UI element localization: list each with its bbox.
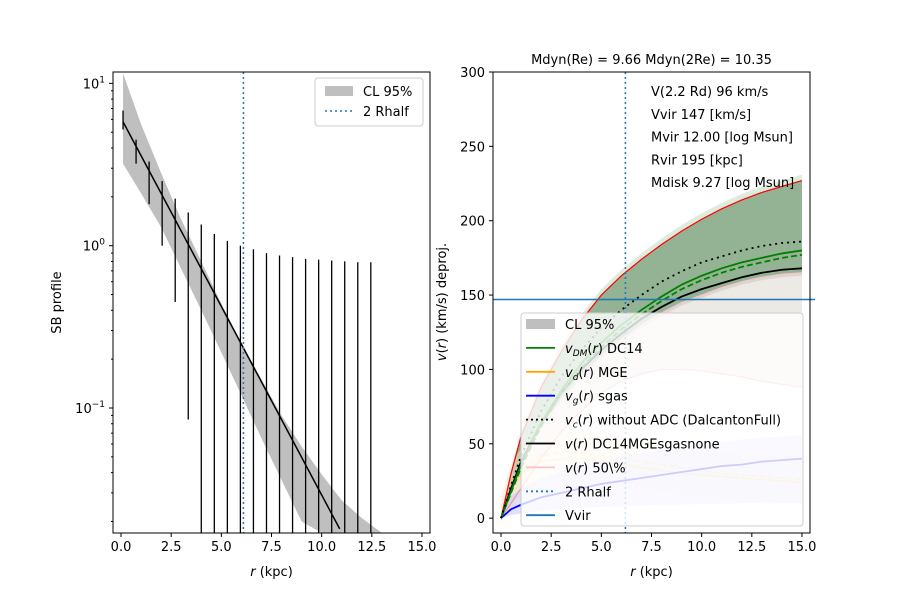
x-tick-label: 15.0 (407, 540, 436, 555)
legend-label: vc(r) without ADC (DalcantonFull) (565, 414, 781, 431)
y-tick-label: 100 (460, 363, 485, 378)
right-panel: 0.0 2.5 5.0 7.5 10.0 12.5 15.0 0 50 100 150 200 250 3… (435, 53, 816, 580)
x-tick-label: 2.5 (541, 540, 562, 555)
y-axis-label: SB profile (50, 271, 65, 333)
x-tick-label: 10.0 (687, 540, 716, 555)
legend-swatch-cl95 (325, 86, 353, 96)
legend-label: v(r) 50\% (565, 461, 626, 476)
x-tick-label: 7.5 (261, 540, 282, 555)
x-tick-label: 12.5 (737, 540, 766, 555)
annotation-text: Mvir 12.00 [log Msun] (651, 131, 793, 146)
y-tick-label: 150 (460, 289, 485, 304)
legend-label: v(r) DC14MGEsgasnone (565, 438, 720, 453)
x-tick-label: 5.0 (211, 540, 232, 555)
annotation-text: Mdisk 9.27 [log Msun] (651, 176, 794, 191)
y-tick-label: 10−1 (75, 400, 105, 417)
x-axis-label: r (kpc) (250, 565, 293, 580)
x-tick-label: 15.0 (787, 540, 816, 555)
legend-label: vd(r) MGE (565, 366, 628, 383)
x-tick-label: 2.5 (161, 540, 182, 555)
legend-frame (520, 312, 804, 527)
legend-label-cl95: CL 95% (363, 85, 412, 100)
x-tick-label: 0.0 (491, 540, 512, 555)
legend-label-rhalf: 2 Rhalf (363, 105, 409, 120)
right-title: Mdyn(Re) = 9.66 Mdyn(2Re) = 10.35 (531, 53, 772, 68)
y-tick-label: 100 (83, 238, 106, 255)
legend-label: 2 Rhalf (565, 485, 611, 500)
y-tick-label: 101 (83, 75, 105, 92)
right-legend: CL 95% vDM(r) DC14 vd(r) MGE vg(r) sgas vc(r… (520, 312, 804, 527)
sb-model-line (122, 121, 341, 530)
annotation-text: Rvir 195 [kpc] (651, 153, 743, 168)
cl95-band (123, 73, 382, 533)
legend-label: vg(r) sgas (565, 390, 628, 407)
y-tick-label: 50 (468, 438, 485, 453)
legend-swatch (526, 319, 555, 329)
legend-label: vDM(r) DC14 (565, 342, 643, 359)
y-tick-label: 250 (460, 140, 485, 155)
legend-label: CL 95% (565, 318, 614, 333)
y-tick-label: 0 (477, 512, 485, 527)
y-axis-label: v(r) (km/s) deproj. (435, 243, 450, 361)
y-tick-label: 300 (460, 66, 485, 81)
x-tick-label: 5.0 (591, 540, 612, 555)
annotation-text: Vvir 147 [km/s] (651, 108, 751, 123)
annotation-text: V(2.2 Rd) 96 km/s (651, 85, 769, 100)
y-tick-label: 200 (460, 215, 485, 230)
left-axes-frame (112, 71, 431, 534)
x-tick-label: 12.5 (357, 540, 386, 555)
dm-band (501, 180, 802, 522)
x-tick-label: 7.5 (641, 540, 662, 555)
x-axis-label: r (kpc) (630, 565, 673, 580)
left-plot-area (122, 72, 382, 533)
x-tick-label: 0.0 (111, 540, 132, 555)
x-tick-label: 10.0 (307, 540, 336, 555)
left-panel: 0.0 2.5 5.0 7.5 10.0 12.5 15.0 10−1 100 101 r (kpc… (50, 71, 436, 580)
legend-label: Vvir (565, 509, 591, 524)
left-legend: CL 95% 2 Rhalf (314, 77, 424, 127)
